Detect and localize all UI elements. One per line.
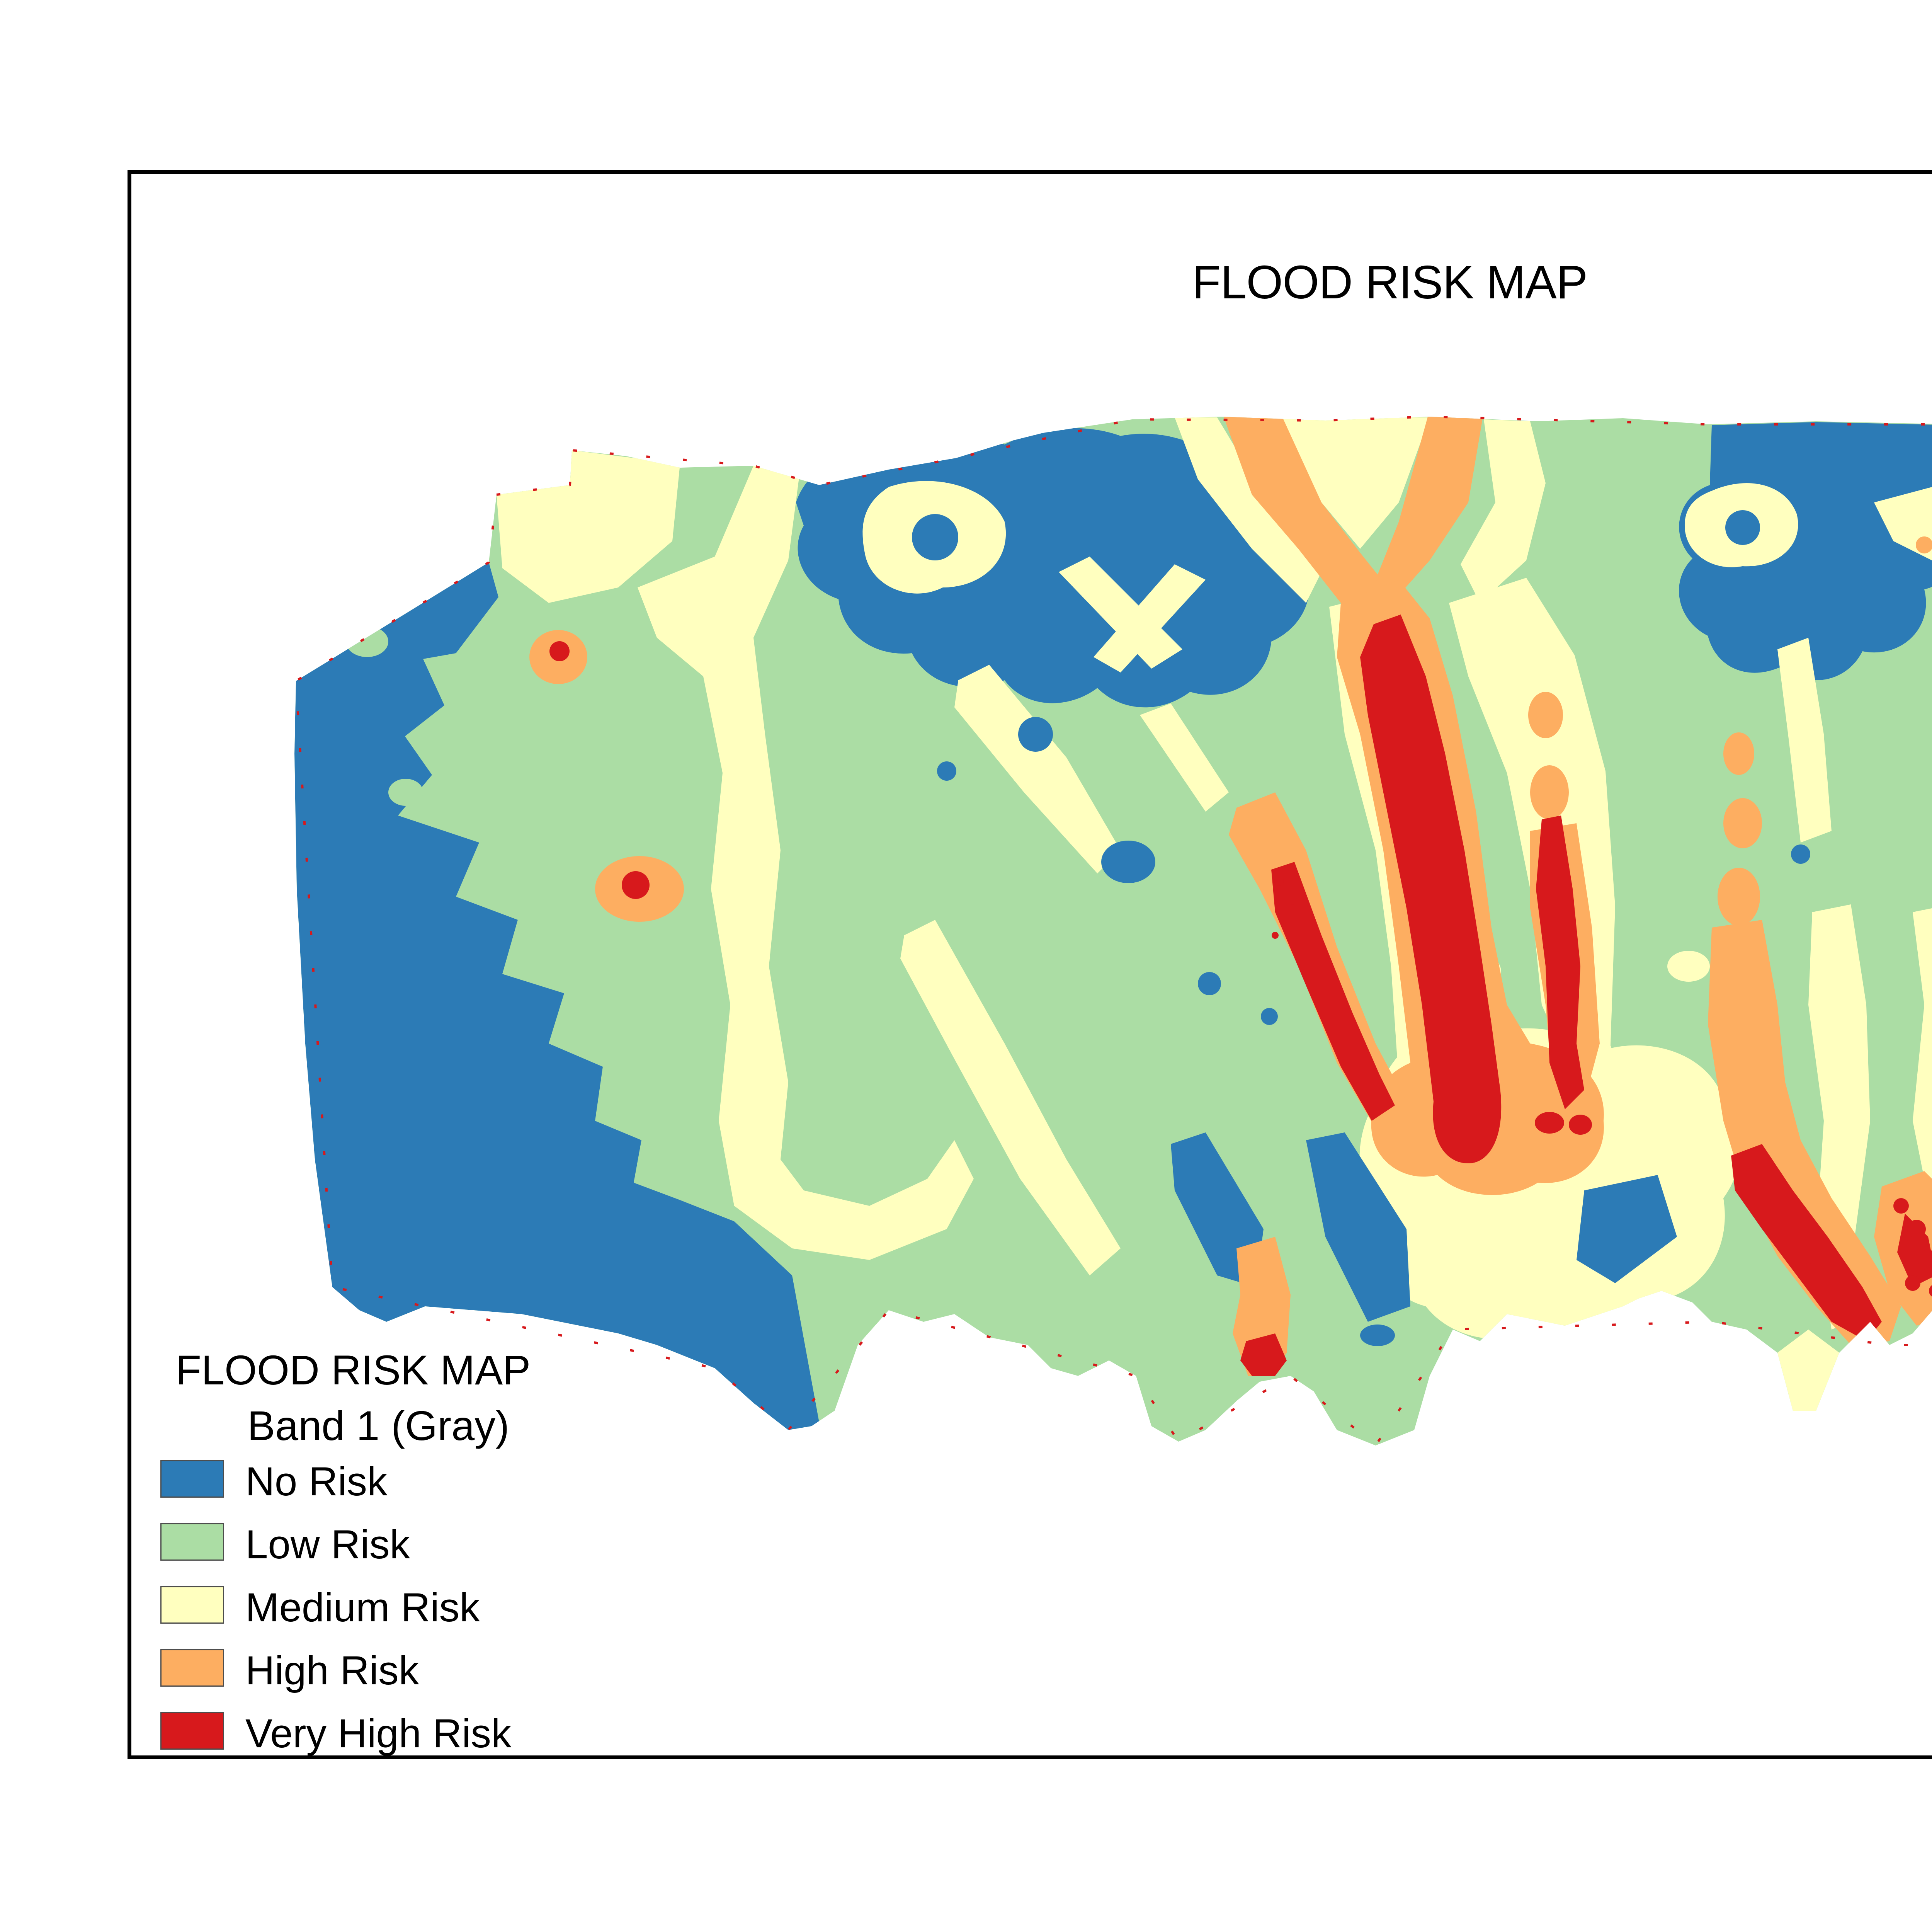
legend-item-label: No Risk [245, 1459, 388, 1504]
very-high-risk-swatch [160, 1712, 224, 1750]
low-risk-swatch [160, 1523, 224, 1561]
legend-item-high-risk: High Risk [160, 1648, 779, 1693]
map-frame-border [128, 170, 1932, 1759]
medium-risk-swatch [160, 1586, 224, 1624]
legend-item-label: Low Risk [245, 1522, 410, 1567]
legend-item-low-risk: Low Risk [160, 1522, 779, 1567]
no-risk-swatch [160, 1460, 224, 1498]
high-risk-swatch [160, 1649, 224, 1687]
flood-raster [294, 415, 1932, 1447]
map-title: FLOOD RISK MAP [1192, 256, 1588, 308]
legend-item-medium-risk: Medium Risk [160, 1585, 779, 1630]
legend-item-label: High Risk [245, 1648, 419, 1693]
legend-item-label: Very High Risk [245, 1711, 512, 1756]
legend-item-label: Medium Risk [245, 1585, 480, 1630]
legend-item-no-risk: No Risk [160, 1459, 779, 1504]
legend-subtitle: Band 1 (Gray) [247, 1402, 510, 1449]
layer-very-high-risk [549, 615, 1932, 1376]
legend-title: FLOOD RISK MAP [176, 1347, 531, 1393]
legend-item-very-high-risk: Very High Risk [160, 1711, 779, 1756]
